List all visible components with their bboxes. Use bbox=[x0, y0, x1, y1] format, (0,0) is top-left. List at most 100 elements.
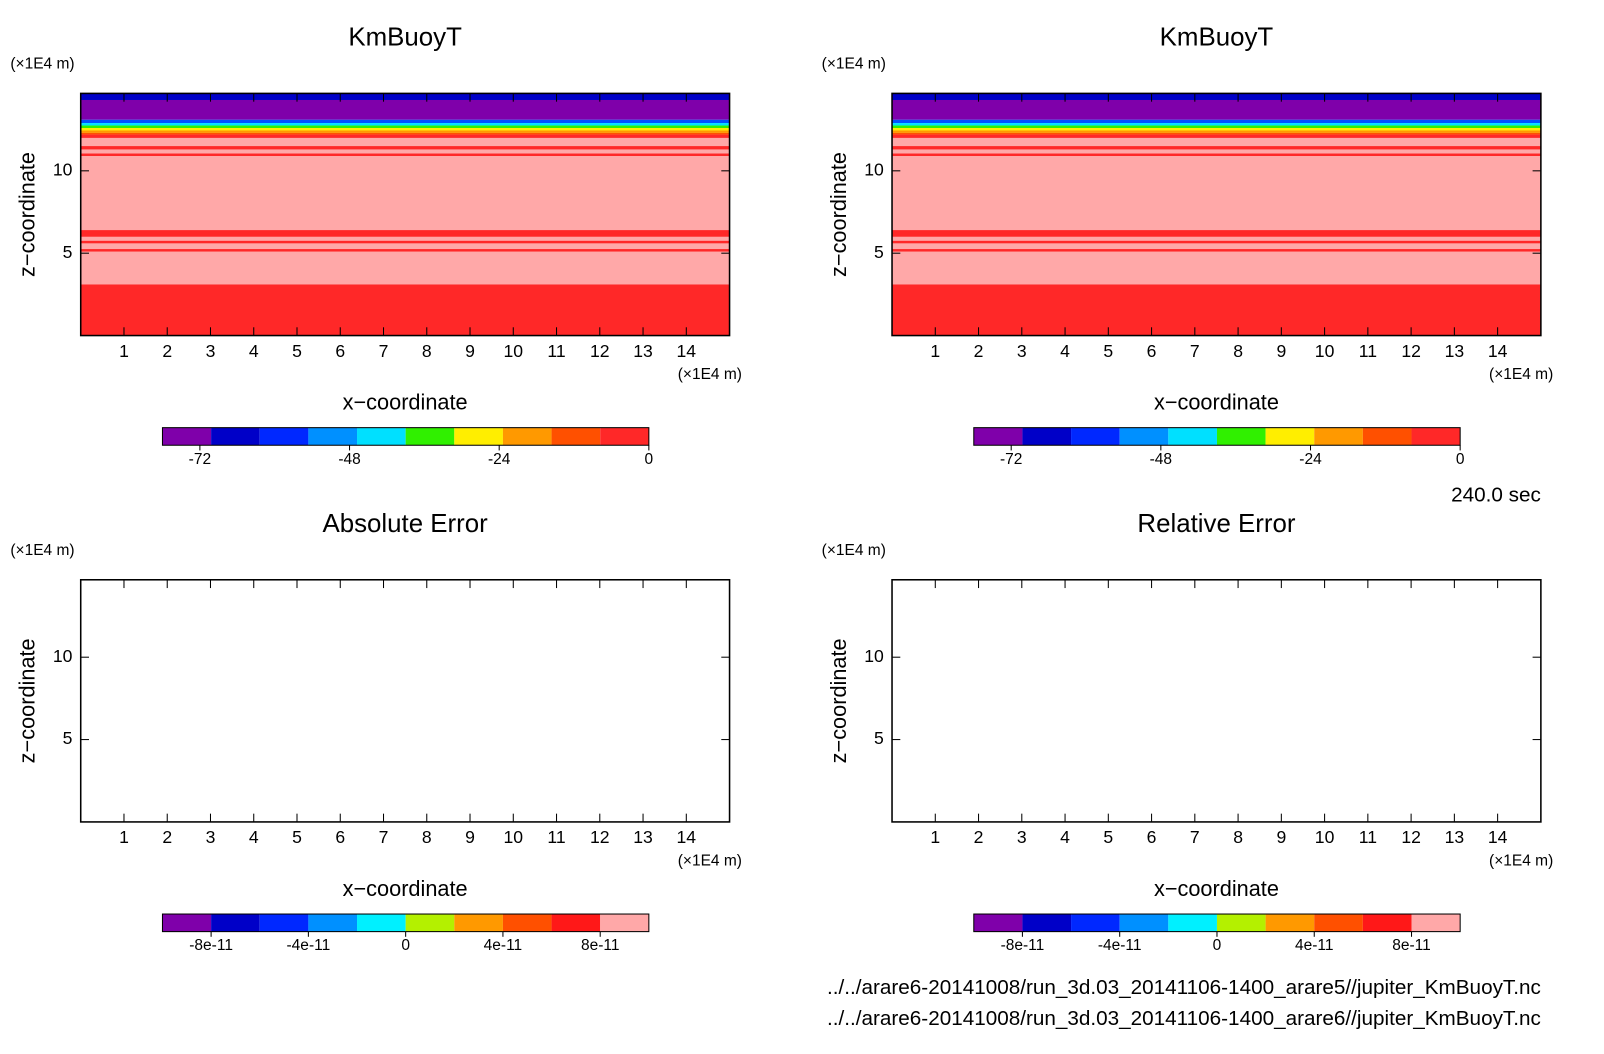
colorbar-swatch bbox=[162, 427, 212, 446]
colorbar-swatch bbox=[600, 914, 649, 932]
x-tick-label: 7 bbox=[379, 827, 389, 847]
file-path: ../../arare6-20141008/run_3d.03_20141106… bbox=[827, 1007, 1541, 1030]
x-tick-label: 3 bbox=[1017, 827, 1027, 847]
colorbar-tick-label: -8e-11 bbox=[189, 937, 233, 954]
contour-band bbox=[80, 134, 730, 138]
x-tick-label: 2 bbox=[162, 341, 172, 361]
x-tick-label: 13 bbox=[633, 341, 653, 361]
chart-title: KmBuoyT bbox=[348, 23, 462, 51]
x-tick-label: 9 bbox=[465, 827, 475, 847]
colorbar-swatch bbox=[1411, 427, 1461, 446]
y-axis-label: z−coordinate bbox=[15, 152, 40, 277]
colorbar-swatch bbox=[308, 914, 358, 932]
y-unit: (×1E4 m) bbox=[10, 542, 74, 559]
colorbar-swatch bbox=[1022, 427, 1072, 446]
x-tick-label: 5 bbox=[292, 341, 302, 361]
x-tick-label: 3 bbox=[206, 341, 216, 361]
colorbar-tick-label: -8e-11 bbox=[1001, 937, 1045, 954]
colorbar-tick-label: 0 bbox=[401, 937, 410, 954]
colorbar-swatch bbox=[1071, 427, 1120, 446]
x-tick-label: 11 bbox=[547, 341, 565, 361]
contour-band bbox=[80, 132, 730, 135]
x-tick-label: 13 bbox=[1445, 341, 1465, 361]
colorbar-tick-label: 4e-11 bbox=[1295, 937, 1334, 954]
contour-band bbox=[892, 93, 1541, 100]
contour-band bbox=[892, 153, 1541, 156]
contour-band bbox=[892, 134, 1541, 138]
y-tick-label: 10 bbox=[864, 646, 884, 666]
colorbar-swatch bbox=[1071, 914, 1120, 932]
chart-title: KmBuoyT bbox=[1160, 23, 1274, 51]
contour-band bbox=[892, 146, 1541, 150]
x-axis-label: x−coordinate bbox=[1154, 390, 1279, 415]
colorbar-tick-label: -24 bbox=[488, 451, 511, 468]
time-label: 240.0 sec bbox=[1451, 483, 1541, 506]
contour-band bbox=[80, 130, 730, 133]
colorbar-tick-label: -4e-11 bbox=[287, 937, 331, 954]
contour-band bbox=[80, 146, 730, 150]
colorbar-tick-label: 0 bbox=[1456, 451, 1465, 468]
colorbar-swatch bbox=[405, 914, 455, 932]
x-tick-label: 1 bbox=[930, 341, 940, 361]
x-unit: (×1E4 m) bbox=[1489, 852, 1553, 869]
colorbar-tick-label: -48 bbox=[338, 451, 360, 468]
x-tick-label: 3 bbox=[206, 827, 216, 847]
plot-frame bbox=[891, 579, 1542, 823]
y-axis-label: z−coordinate bbox=[826, 152, 851, 277]
colorbar-swatch bbox=[1216, 914, 1266, 932]
colorbar-swatch bbox=[454, 427, 503, 446]
colorbar-swatch bbox=[405, 427, 455, 446]
x-tick-label: 4 bbox=[1060, 827, 1070, 847]
x-tick-label: 5 bbox=[292, 827, 302, 847]
contour-band bbox=[80, 249, 730, 252]
colorbar-swatch bbox=[502, 427, 552, 446]
colorbar-swatch bbox=[259, 914, 309, 932]
x-tick-label: 14 bbox=[1488, 341, 1508, 361]
y-unit: (×1E4 m) bbox=[10, 56, 74, 73]
x-tick-label: 3 bbox=[1017, 341, 1027, 361]
contour-band bbox=[80, 123, 730, 126]
colorbar-swatch bbox=[259, 427, 309, 446]
x-tick-label: 1 bbox=[930, 827, 940, 847]
colorbar-swatch bbox=[1119, 427, 1169, 446]
colorbar-swatch bbox=[211, 427, 260, 446]
colorbar-swatch bbox=[1119, 914, 1169, 932]
colorbar-swatch bbox=[357, 427, 406, 446]
contour-band bbox=[80, 240, 730, 244]
y-tick-label: 5 bbox=[63, 728, 73, 748]
x-axis-label: x−coordinate bbox=[1154, 876, 1279, 901]
x-unit: (×1E4 m) bbox=[1489, 366, 1553, 383]
x-tick-label: 9 bbox=[465, 341, 475, 361]
chart-title: Relative Error bbox=[1137, 510, 1295, 538]
colorbar-frame bbox=[973, 427, 1461, 446]
contour-band bbox=[80, 230, 730, 237]
colorbar-swatch bbox=[454, 914, 503, 932]
colorbar-tick-label: -72 bbox=[189, 451, 211, 468]
file-path: ../../arare6-20141008/run_3d.03_20141106… bbox=[827, 976, 1541, 999]
contour-band bbox=[80, 153, 730, 156]
y-tick-label: 10 bbox=[864, 159, 884, 179]
contour-band bbox=[892, 240, 1541, 244]
x-tick-label: 14 bbox=[677, 827, 697, 847]
colorbar-swatch bbox=[1168, 914, 1217, 932]
x-unit: (×1E4 m) bbox=[678, 852, 742, 869]
colorbar-tick-label: -4e-11 bbox=[1098, 937, 1142, 954]
x-tick-label: 8 bbox=[1233, 341, 1243, 361]
contour-band bbox=[892, 130, 1541, 133]
x-tick-label: 12 bbox=[1401, 341, 1421, 361]
colorbar-swatch bbox=[1168, 427, 1217, 446]
colorbar-tick-label: 8e-11 bbox=[581, 937, 620, 954]
x-tick-label: 10 bbox=[1315, 341, 1335, 361]
colorbar-tick-label: 4e-11 bbox=[484, 937, 523, 954]
x-axis-label: x−coordinate bbox=[343, 390, 468, 415]
colorbar-swatch bbox=[1411, 914, 1461, 932]
colorbar-tick-label: -24 bbox=[1299, 451, 1322, 468]
colorbar-tick-label: 0 bbox=[1213, 937, 1222, 954]
y-unit: (×1E4 m) bbox=[822, 56, 886, 73]
colorbar-swatch bbox=[1265, 427, 1315, 446]
colorbar-swatch bbox=[1362, 914, 1412, 932]
colorbar-swatch bbox=[308, 427, 358, 446]
y-tick-label: 10 bbox=[53, 159, 73, 179]
